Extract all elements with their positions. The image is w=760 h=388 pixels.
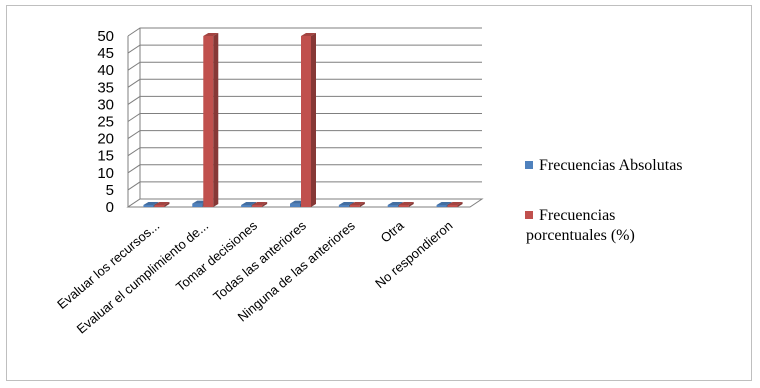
legend-label-absolutas: Frecuencias Absolutas [539, 157, 683, 174]
y-tick-label: 30 [97, 96, 114, 113]
bar [387, 205, 398, 207]
y-tick-label: 25 [97, 114, 114, 131]
bar-side [457, 202, 463, 207]
bar [447, 205, 458, 207]
y-tick-label: 5 [106, 182, 114, 199]
bar-side [408, 202, 414, 207]
bar [338, 205, 349, 207]
bar [398, 205, 409, 207]
legend-label-porcentuales: Frecuencias porcentuales (%) [526, 207, 635, 244]
y-tick-label: 45 [97, 45, 114, 62]
y-tick-label: 15 [97, 148, 114, 165]
bar [192, 203, 203, 207]
bar [436, 205, 447, 207]
bar [252, 205, 263, 207]
y-tick-label: 10 [97, 165, 114, 182]
bars [143, 33, 463, 207]
bar [349, 205, 360, 207]
legend: Frecuencias Absolutas Frecuencias porcen… [525, 157, 683, 244]
x-category-labels: Evaluar los recursos...Evaluar el cumpli… [54, 217, 455, 336]
y-tick-label: 35 [97, 79, 114, 96]
legend-label-porcentuales-line1: Frecuencias [539, 207, 615, 224]
bar [203, 36, 214, 207]
x-category-label: Tomar decisiones [173, 217, 261, 294]
y-tick-label: 20 [97, 131, 114, 148]
bar-side [262, 202, 268, 207]
legend-swatch-porcentuales [525, 211, 533, 219]
bar-side [359, 202, 365, 207]
bar [290, 203, 300, 207]
bar-side [311, 33, 316, 207]
bar [301, 36, 311, 207]
bar [154, 205, 165, 207]
chart-frame [6, 5, 752, 381]
bar [143, 205, 154, 207]
bar-side [213, 33, 219, 207]
y-tick-label: 40 [97, 62, 114, 79]
y-tick-label: 0 [106, 199, 114, 216]
bar-side [164, 202, 170, 207]
legend-swatch-absolutas [525, 161, 533, 169]
y-tick-label: 50 [97, 28, 114, 45]
bar [241, 205, 252, 207]
x-category-label: Otra [378, 217, 408, 245]
legend-label-porcentuales-line2: porcentuales (%) [526, 227, 635, 244]
